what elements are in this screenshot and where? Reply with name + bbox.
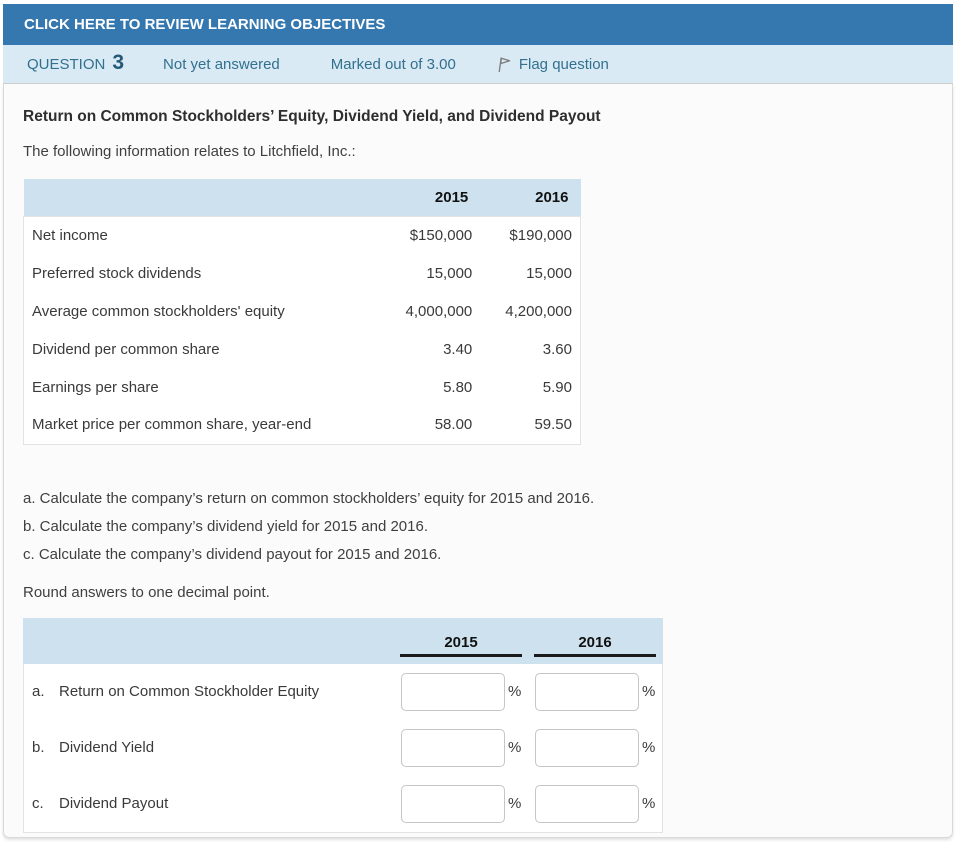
info-row-2016: 3.60 (542, 340, 572, 358)
answer-slot-2015: % (401, 784, 535, 823)
company-info-table: 2015 2016 Net income $150,000 $190,000 P… (23, 179, 581, 445)
answer-row-text: Dividend Yield (59, 739, 155, 756)
info-header-empty (23, 179, 381, 216)
instructions: a. Calculate the company’s return on com… (23, 485, 932, 569)
answer-row-label: b. Dividend Yield (24, 739, 401, 756)
percent-sign: % (642, 683, 656, 700)
info-header-2015: 2015 (380, 179, 481, 216)
answer-slot-2015: % (401, 728, 535, 767)
question-word: QUESTION (27, 55, 106, 73)
info-row-label: Market price per common share, year-end (32, 416, 312, 434)
answer-row-c: c. Dividend Payout % % (24, 776, 662, 832)
answer-slot-2016: % (535, 784, 669, 823)
answer-input-a-2016[interactable] (535, 672, 639, 711)
info-table-header-row: 2015 2016 (23, 179, 581, 216)
percent-sign: % (642, 739, 656, 756)
info-row-label: Earnings per share (32, 378, 159, 396)
info-row-2015: $150,000 (409, 226, 473, 244)
learning-objectives-banner[interactable]: CLICK HERE TO REVIEW LEARNING OBJECTIVES (3, 4, 953, 45)
table-row: Earnings per share 5.80 5.90 (24, 368, 581, 406)
question-status: Not yet answered (163, 55, 280, 73)
answer-table-header: 2015 2016 (23, 617, 663, 664)
question-card: Return on Common Stockholders’ Equity, D… (3, 84, 953, 838)
info-row-2015: 58.00 (434, 416, 473, 434)
flag-question-button[interactable]: Flag question (497, 56, 609, 73)
answer-row-prefix: c. (32, 795, 44, 812)
info-row-2015: 4,000,000 (405, 302, 473, 320)
info-row-2016: 59.50 (534, 416, 572, 434)
percent-sign: % (508, 739, 522, 756)
answer-header-2015: 2015 (400, 634, 522, 657)
page: CLICK HERE TO REVIEW LEARNING OBJECTIVES… (3, 4, 953, 838)
answer-input-a-2015[interactable] (401, 672, 505, 711)
instruction-c: c. Calculate the company’s dividend payo… (23, 545, 442, 563)
answer-row-text: Dividend Payout (59, 795, 169, 812)
answer-table: 2015 2016 a. Return on Common Stockholde… (23, 617, 663, 833)
info-row-label: Preferred stock dividends (32, 264, 202, 282)
answer-input-b-2016[interactable] (535, 728, 639, 767)
answer-row-text: Return on Common Stockholder Equity (59, 683, 320, 700)
info-row-2016: 5.90 (542, 378, 572, 396)
table-row: Market price per common share, year-end … (24, 406, 581, 444)
info-row-2016: 15,000 (526, 264, 572, 282)
instruction-a: a. Calculate the company’s return on com… (23, 489, 595, 507)
answer-input-c-2015[interactable] (401, 784, 505, 823)
answer-table-body: a. Return on Common Stockholder Equity %… (23, 663, 663, 833)
answer-header-2016: 2016 (534, 634, 656, 657)
info-row-2015: 5.80 (443, 378, 473, 396)
flag-icon (498, 56, 511, 72)
banner-label: CLICK HERE TO REVIEW LEARNING OBJECTIVES (24, 16, 386, 33)
percent-sign: % (508, 795, 522, 812)
question-marks: Marked out of 3.00 (330, 55, 456, 73)
info-header-2016: 2016 (480, 179, 581, 216)
info-row-2016: $190,000 (509, 226, 572, 244)
flag-label: Flag question (518, 55, 609, 73)
info-row-label: Dividend per common share (32, 340, 220, 358)
rounding-note: Round answers to one decimal point. (23, 583, 270, 601)
question-title: Return on Common Stockholders’ Equity, D… (23, 108, 601, 125)
question-number: 3 (112, 51, 125, 74)
answer-row-label: c. Dividend Payout (24, 795, 401, 812)
info-row-2015: 3.40 (443, 340, 473, 358)
info-row-label: Average common stockholders' equity (32, 302, 285, 320)
percent-sign: % (508, 683, 522, 700)
question-info-bar: QUESTION 3 Not yet answered Marked out o… (3, 45, 953, 84)
table-row: Dividend per common share 3.40 3.60 (24, 330, 581, 368)
percent-sign: % (642, 795, 656, 812)
question-intro: The following information relates to Lit… (23, 143, 356, 160)
info-row-2016: 4,200,000 (505, 302, 572, 320)
instruction-b: b. Calculate the company’s dividend yiel… (23, 517, 428, 535)
answer-row-label: a. Return on Common Stockholder Equity (24, 683, 401, 700)
answer-input-b-2015[interactable] (401, 728, 505, 767)
answer-slot-2015: % (401, 672, 535, 711)
answer-input-c-2016[interactable] (535, 784, 639, 823)
answer-row-a: a. Return on Common Stockholder Equity %… (24, 664, 662, 720)
answer-row-b: b. Dividend Yield % % (24, 720, 662, 776)
answer-row-prefix: b. (32, 739, 45, 756)
table-row: Preferred stock dividends 15,000 15,000 (24, 254, 581, 292)
answer-slot-2016: % (535, 672, 669, 711)
answer-slot-2016: % (535, 728, 669, 767)
table-row: Average common stockholders' equity 4,00… (24, 292, 581, 330)
info-row-2015: 15,000 (426, 264, 473, 282)
info-row-label: Net income (32, 226, 108, 244)
table-row: Net income $150,000 $190,000 (24, 216, 581, 254)
answer-row-prefix: a. (32, 683, 45, 700)
